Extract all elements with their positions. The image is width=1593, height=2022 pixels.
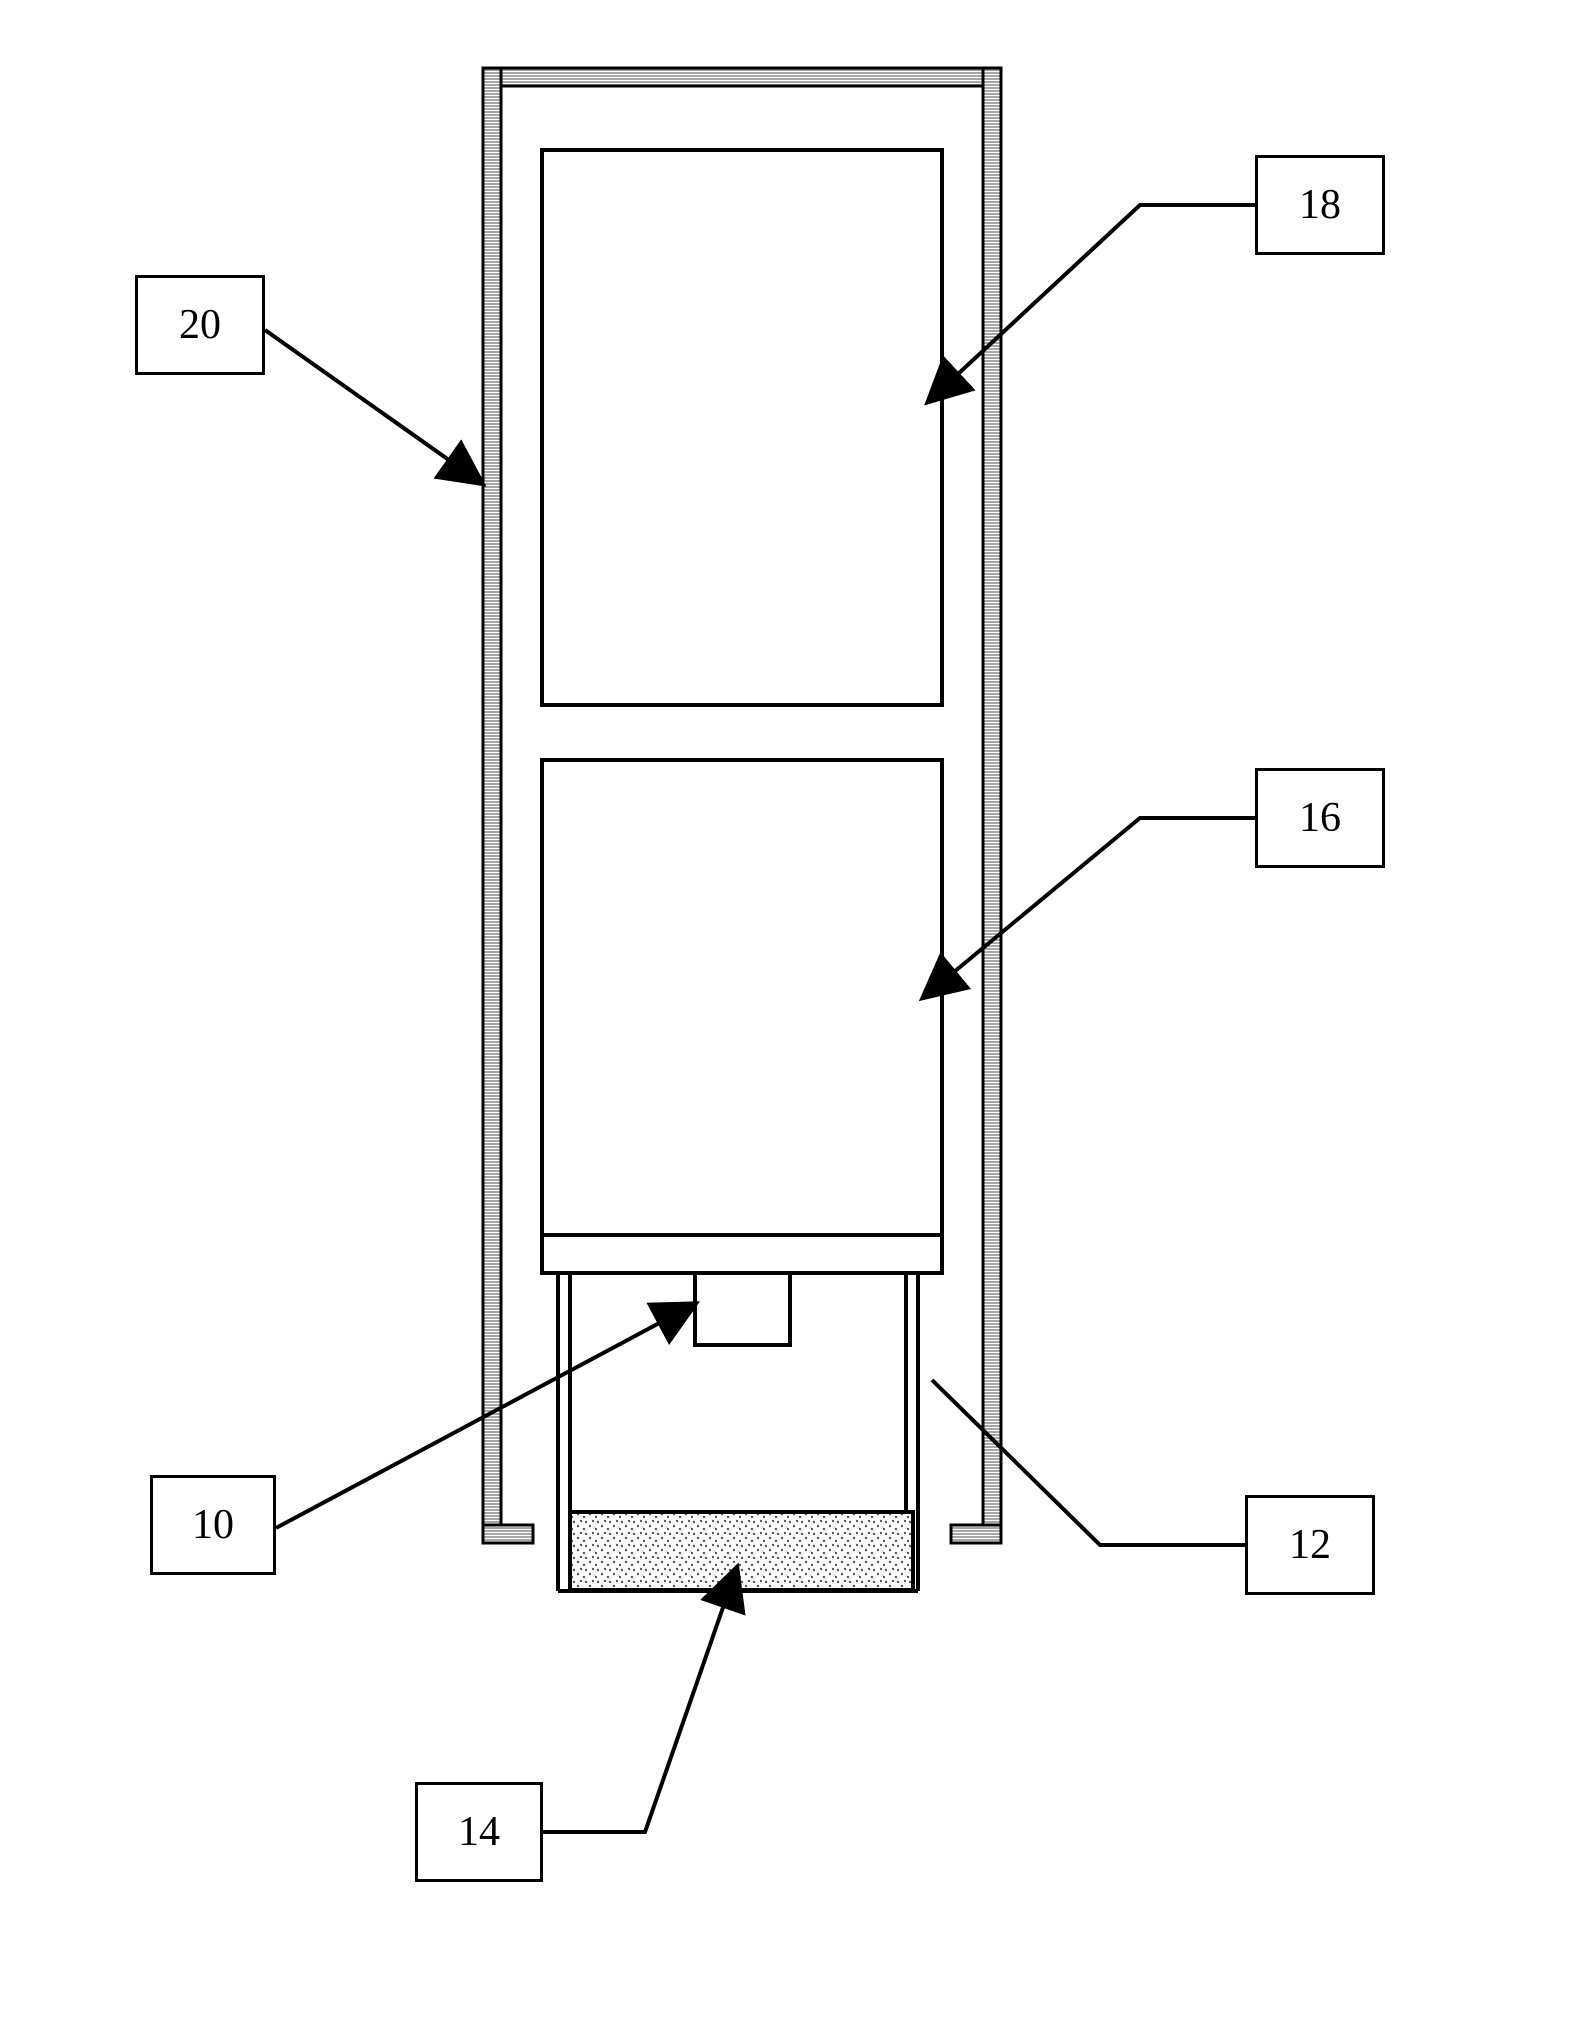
label-text-14: 14 (458, 1808, 500, 1856)
technical-diagram: 20 18 16 10 12 14 (0, 0, 1593, 2017)
leader-16 (925, 818, 1255, 996)
label-text-18: 18 (1299, 181, 1341, 229)
chambers (542, 150, 942, 1235)
label-box-14: 14 (415, 1782, 543, 1882)
label-box-18: 18 (1255, 155, 1385, 255)
label-box-20: 20 (135, 275, 265, 375)
label-text-20: 20 (179, 301, 221, 349)
leader-14 (543, 1570, 736, 1832)
leader-18 (930, 205, 1255, 400)
lower-structure (542, 1235, 942, 1591)
label-box-16: 16 (1255, 768, 1385, 868)
leader-20 (265, 330, 480, 482)
label-text-10: 10 (192, 1501, 234, 1549)
leader-12 (932, 1380, 1245, 1545)
label-box-10: 10 (150, 1475, 276, 1575)
label-box-12: 12 (1245, 1495, 1375, 1595)
label-text-16: 16 (1299, 794, 1341, 842)
label-text-12: 12 (1289, 1521, 1331, 1569)
